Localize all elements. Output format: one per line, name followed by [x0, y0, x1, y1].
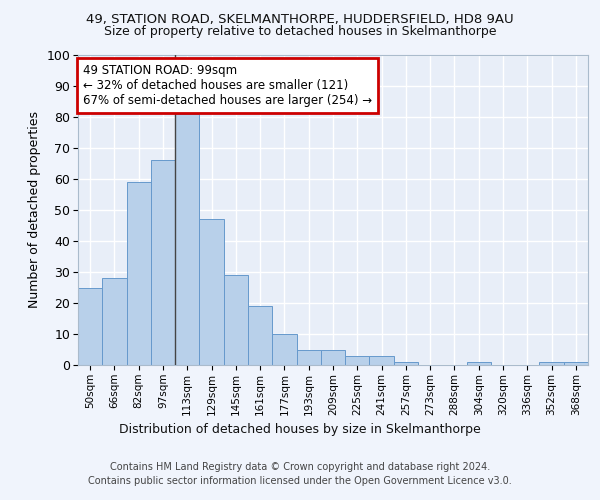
Bar	[296, 350, 321, 365]
Bar	[175, 114, 199, 365]
Text: 49, STATION ROAD, SKELMANTHORPE, HUDDERSFIELD, HD8 9AU: 49, STATION ROAD, SKELMANTHORPE, HUDDERS…	[86, 12, 514, 26]
Bar	[321, 350, 345, 365]
Bar	[151, 160, 175, 365]
Bar	[467, 362, 491, 365]
Bar	[539, 362, 564, 365]
Bar	[370, 356, 394, 365]
Bar	[272, 334, 296, 365]
Text: Distribution of detached houses by size in Skelmanthorpe: Distribution of detached houses by size …	[119, 422, 481, 436]
Text: Size of property relative to detached houses in Skelmanthorpe: Size of property relative to detached ho…	[104, 25, 496, 38]
Text: 49 STATION ROAD: 99sqm
← 32% of detached houses are smaller (121)
67% of semi-de: 49 STATION ROAD: 99sqm ← 32% of detached…	[83, 64, 372, 108]
Bar	[394, 362, 418, 365]
Bar	[78, 288, 102, 365]
Bar	[102, 278, 127, 365]
Bar	[564, 362, 588, 365]
Text: Contains HM Land Registry data © Crown copyright and database right 2024.
Contai: Contains HM Land Registry data © Crown c…	[88, 462, 512, 486]
Bar	[199, 220, 224, 365]
Bar	[224, 275, 248, 365]
Bar	[248, 306, 272, 365]
Y-axis label: Number of detached properties: Number of detached properties	[28, 112, 41, 308]
Bar	[345, 356, 370, 365]
Bar	[127, 182, 151, 365]
